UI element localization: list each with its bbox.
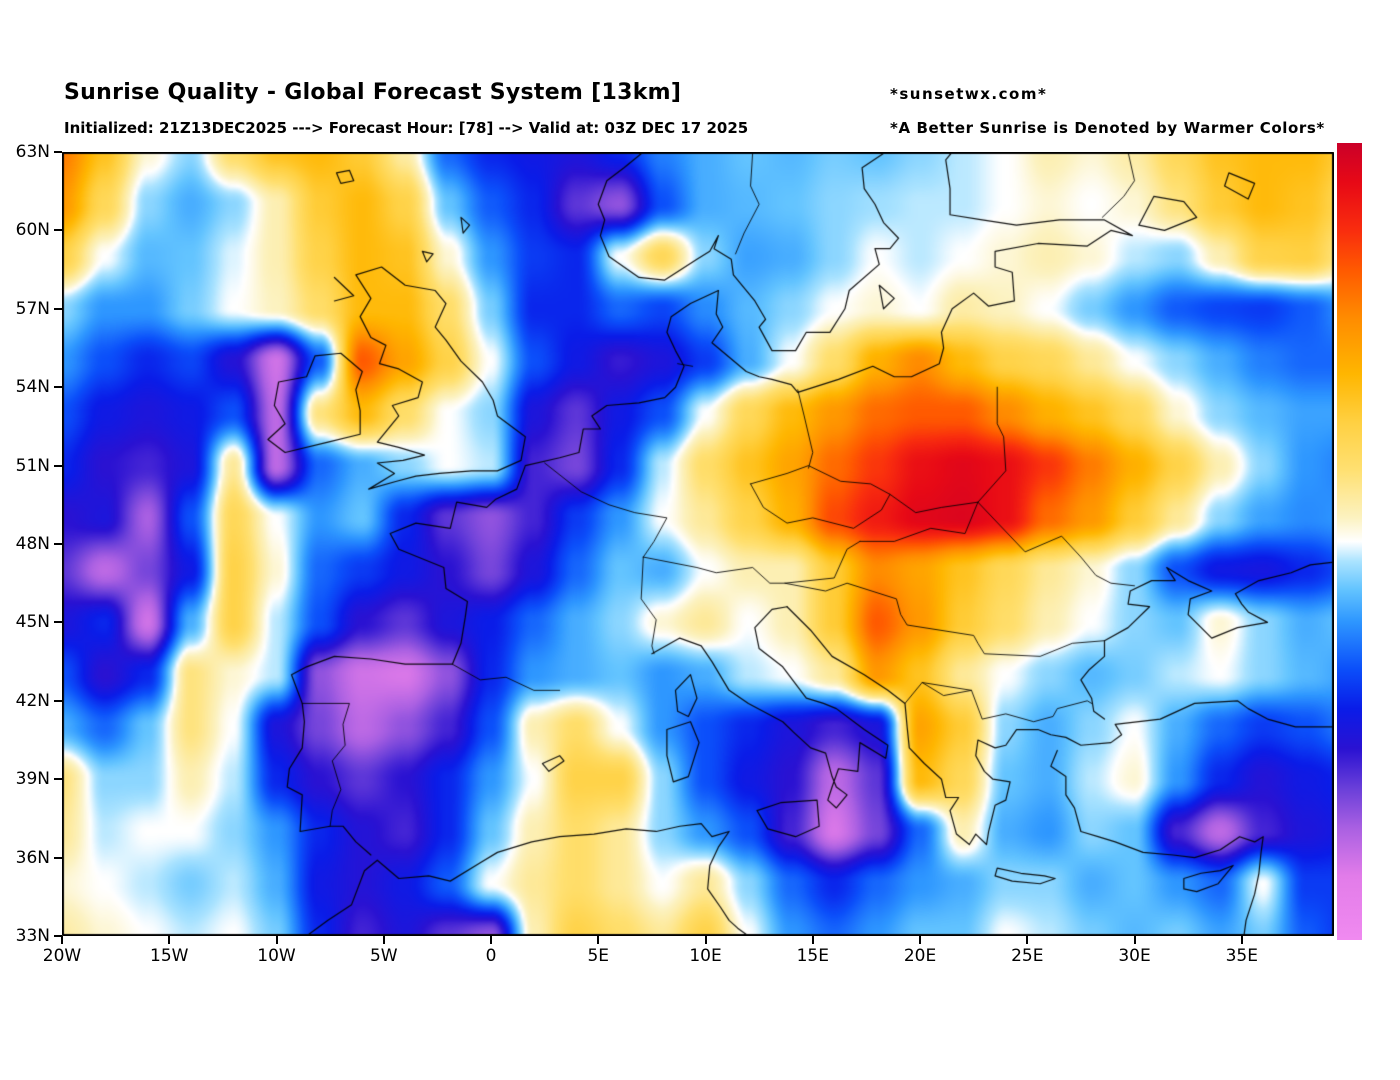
x-tick-label: 30E <box>1118 946 1151 966</box>
y-tick-label: 33N <box>15 926 50 946</box>
y-tick-label: 57N <box>15 298 50 319</box>
x-tick-mark <box>597 936 600 944</box>
y-tick-mark <box>54 229 62 232</box>
x-tick-mark <box>1133 936 1136 944</box>
y-tick-label: 51N <box>15 455 50 476</box>
init-forecast-valid-subtitle: Initialized: 21Z13DEC2025 ---> Forecast … <box>64 119 749 137</box>
y-tick-label: 36N <box>15 847 50 868</box>
x-tick-mark <box>275 936 278 944</box>
watermark-site-text: *sunsetwx.com* <box>890 85 1048 103</box>
x-tick-mark <box>1240 936 1243 944</box>
x-tick-label: 25E <box>1011 946 1044 966</box>
y-tick-mark <box>54 543 62 545</box>
page-title: Sunrise Quality - Global Forecast System… <box>64 80 682 105</box>
x-tick-label: 15W <box>150 946 189 966</box>
y-tick-label: 60N <box>15 220 50 241</box>
x-tick-label: 0 <box>485 946 497 966</box>
x-tick-mark <box>811 936 814 944</box>
y-tick-mark <box>54 464 62 467</box>
x-tick-mark <box>382 936 385 944</box>
y-tick-label: 39N <box>15 769 50 790</box>
x-tick-mark <box>1026 936 1029 944</box>
warmer-colors-note: *A Better Sunrise is Denoted by Warmer C… <box>890 119 1325 137</box>
y-tick-label: 48N <box>15 534 50 554</box>
x-tick-mark <box>919 936 921 944</box>
x-tick-label: 10W <box>257 946 296 966</box>
y-tick-mark <box>54 935 62 937</box>
x-tick-mark <box>168 936 171 944</box>
y-tick-mark <box>54 386 62 389</box>
x-tick-label: 5E <box>587 946 610 966</box>
y-tick-label: 54N <box>15 377 50 398</box>
x-tick-mark <box>61 936 63 944</box>
x-tick-label: 20W <box>42 946 82 966</box>
y-tick-label: 63N <box>15 142 50 162</box>
x-tick-label: 20E <box>903 946 937 966</box>
y-tick-mark <box>54 151 62 153</box>
colorbar <box>1337 143 1362 940</box>
y-tick-mark <box>54 621 62 624</box>
x-tick-label: 35E <box>1225 946 1258 966</box>
forecast-heatmap-canvas <box>62 152 1334 936</box>
x-tick-label: 5W <box>369 946 398 966</box>
x-tick-label: 15E <box>796 946 829 966</box>
x-tick-mark <box>704 936 707 944</box>
x-tick-label: 10E <box>689 946 722 966</box>
x-tick-mark <box>490 936 492 944</box>
y-tick-label: 45N <box>15 612 50 633</box>
y-tick-label: 42N <box>15 690 50 711</box>
y-tick-mark <box>54 856 62 859</box>
y-tick-mark <box>54 699 62 702</box>
y-tick-mark <box>54 778 62 781</box>
y-tick-mark <box>54 307 62 310</box>
